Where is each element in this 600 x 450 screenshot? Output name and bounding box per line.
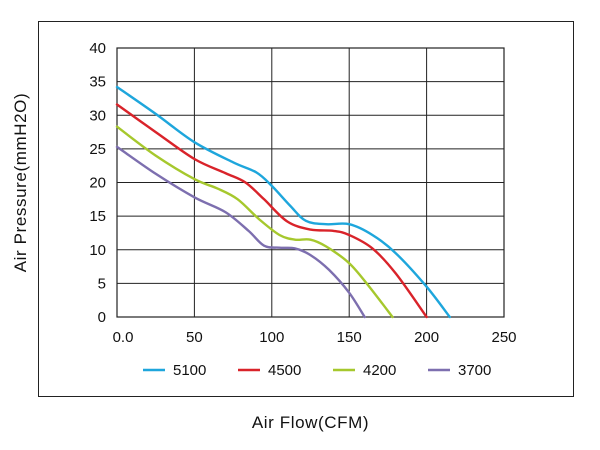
y-tick-label: 5 xyxy=(98,275,106,292)
plot-area-border xyxy=(116,47,505,318)
x-tick-label: 150 xyxy=(337,329,362,346)
grid xyxy=(116,47,505,318)
legend-label-5100: 5100 xyxy=(173,362,206,379)
x-axis-title: Air Flow(CFM) xyxy=(252,413,369,432)
x-tick-label: 250 xyxy=(491,329,516,346)
y-tick-labels: 0 5 10 15 20 25 30 35 40 xyxy=(89,40,106,326)
series-line-3700 xyxy=(115,145,366,319)
series-line-4500 xyxy=(115,103,428,319)
x-tick-label: 200 xyxy=(414,329,439,346)
legend: 5100 4500 4200 3700 xyxy=(143,362,491,379)
series-line-4200 xyxy=(115,125,394,319)
y-tick-label: 35 xyxy=(89,74,106,91)
y-tick-label: 0 xyxy=(98,309,106,326)
y-tick-label: 40 xyxy=(89,40,106,57)
y-tick-label: 25 xyxy=(89,141,106,158)
legend-label-4500: 4500 xyxy=(268,362,301,379)
legend-label-4200: 4200 xyxy=(363,362,396,379)
x-tick-label: 50 xyxy=(186,329,203,346)
y-tick-label: 30 xyxy=(89,107,106,124)
series-line-5100 xyxy=(115,85,451,319)
y-tick-label: 10 xyxy=(89,242,106,259)
x-tick-label: 100 xyxy=(259,329,284,346)
chart-frame xyxy=(38,21,574,397)
legend-label-3700: 3700 xyxy=(458,362,491,379)
series-lines xyxy=(115,85,451,319)
y-tick-label: 15 xyxy=(89,208,106,225)
y-tick-label: 20 xyxy=(89,175,106,192)
x-tick-labels: 0.0 50 100 150 200 250 xyxy=(113,329,517,346)
plot-border xyxy=(116,47,505,318)
y-axis-title: Air Pressure(mmH2O) xyxy=(11,93,30,273)
x-tick-label: 0.0 xyxy=(113,329,134,346)
